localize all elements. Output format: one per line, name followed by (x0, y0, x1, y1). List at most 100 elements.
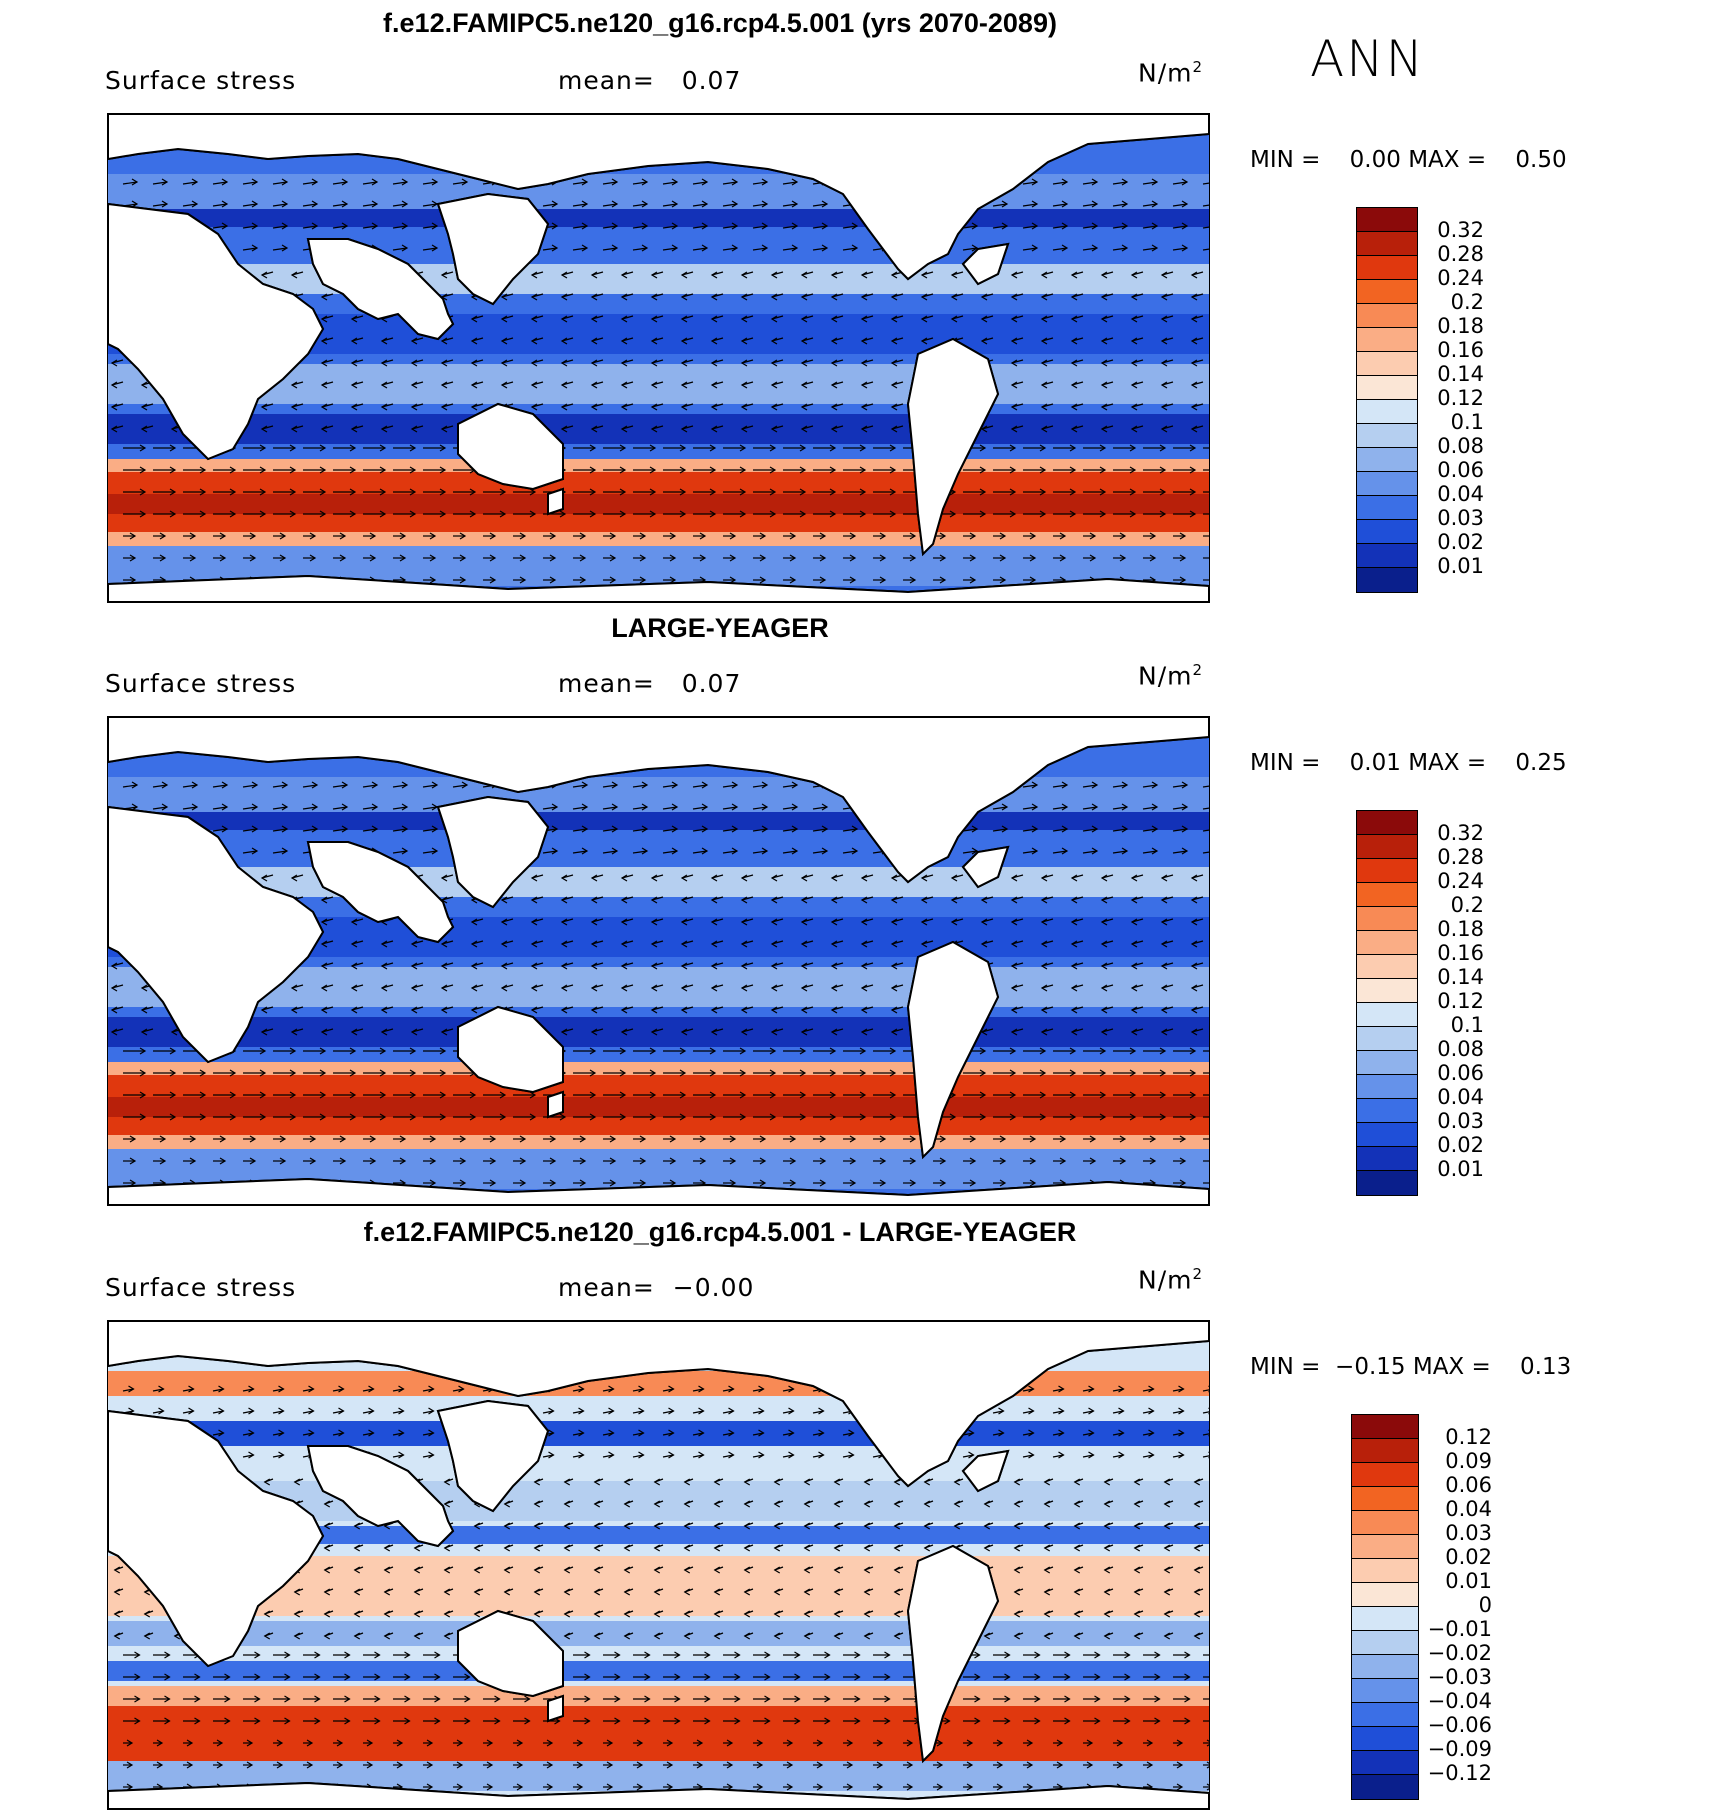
wind-arrow-head (1176, 1739, 1184, 1747)
wind-arrow-head (966, 1739, 974, 1747)
wind-arrow-head (260, 271, 268, 279)
wind-arrow-head (1070, 381, 1078, 389)
wind-arrow-head (139, 1113, 147, 1121)
wind-arrow-head (996, 1739, 1004, 1747)
stress-band (108, 1097, 1209, 1117)
wind-arrow-head (620, 918, 628, 926)
colorbar-tick-label: 0.06 (1445, 1473, 1492, 1497)
wind-arrow (662, 225, 678, 229)
wind-arrow-head (1121, 222, 1129, 230)
wind-arrow-head (260, 1006, 268, 1014)
wind-arrow (992, 806, 1008, 810)
wind-arrow-head (578, 1429, 585, 1437)
colorbar-swatch (1357, 424, 1417, 448)
wind-arrow-head (500, 359, 508, 367)
wind-arrow-head (710, 940, 718, 948)
wind-arrow-head (770, 359, 778, 367)
wind-arrow-head (309, 1135, 317, 1143)
wind-arrow-head (846, 1739, 854, 1747)
wind-arrow-head (758, 1385, 765, 1393)
wind-arrow-head (1031, 825, 1039, 833)
wind-arrow-head (1070, 425, 1078, 433)
wind-arrow-head (500, 984, 508, 992)
wind-arrow-head (1178, 1407, 1185, 1415)
wind-arrow-head (950, 315, 958, 323)
wind-arrow-head (1004, 1695, 1011, 1703)
colorbar-tick-label: −0.09 (1427, 1737, 1492, 1761)
wind-arrow-head (893, 1610, 901, 1618)
wind-arrow-head (251, 244, 259, 252)
wind-arrow-head (199, 488, 207, 496)
wind-arrow-head (709, 444, 717, 452)
wind-arrow-head (923, 1500, 931, 1508)
wind-arrow-head (638, 1429, 645, 1437)
wind-arrow (242, 806, 258, 810)
wind-arrow (422, 850, 438, 854)
wind-arrow-head (126, 1783, 134, 1791)
wind-arrow-head (1190, 896, 1198, 904)
wind-arrow-head (701, 847, 709, 855)
wind-arrow-head (1040, 1028, 1048, 1036)
land-outline (108, 574, 1209, 602)
wind-arrow-head (1069, 466, 1077, 474)
wind-arrow-head (379, 1091, 387, 1099)
wind-arrow-head (863, 1588, 871, 1596)
wind-arrow (1052, 1454, 1064, 1458)
wind-arrow-head (559, 1113, 567, 1121)
mean-value: −0.00 (672, 1273, 755, 1302)
wind-arrow-head (680, 315, 688, 323)
colorbar-swatch (1352, 1415, 1418, 1439)
wind-arrow (392, 225, 408, 229)
wind-arrow-head (1119, 532, 1127, 540)
wind-arrow-head (649, 444, 657, 452)
wind-arrow (212, 225, 228, 229)
wind-arrow-head (974, 1717, 981, 1725)
wind-arrow (722, 1388, 734, 1392)
wind-arrow-head (611, 803, 619, 811)
wind-arrow-head (773, 1632, 781, 1640)
wind-arrow-head (323, 1588, 331, 1596)
colorbar-tick-label: 0.24 (1437, 869, 1484, 893)
wind-arrow-head (161, 781, 169, 789)
wind-arrow-head (824, 1673, 831, 1681)
wind-arrow-head (434, 1695, 441, 1703)
wind-arrow-head (920, 315, 928, 323)
land-outline (547, 1090, 564, 1119)
wind-arrow (122, 784, 138, 788)
stress-band (108, 867, 1209, 897)
wind-arrow (1172, 247, 1188, 251)
wind-arrow (1112, 850, 1128, 854)
wind-arrow (332, 1410, 344, 1414)
wind-arrow-head (1146, 1761, 1154, 1769)
wind-arrow-head (859, 1091, 867, 1099)
wind-arrow-head (773, 1544, 781, 1552)
wind-arrow-head (756, 1739, 764, 1747)
wind-arrow-head (263, 1610, 271, 1618)
wind-arrow (1172, 1454, 1184, 1458)
wind-arrow-head (409, 1091, 417, 1099)
wind-arrow-head (459, 532, 467, 540)
wind-arrow-head (440, 940, 448, 948)
wind-arrow-head (653, 1588, 661, 1596)
wind-arrow-head (548, 1407, 555, 1415)
wind-arrow (452, 181, 468, 185)
wind-arrow-head (131, 178, 139, 186)
wind-arrow-head (470, 962, 478, 970)
wind-arrow-head (110, 1028, 118, 1036)
wind-arrow-head (1178, 1385, 1185, 1393)
wind-arrow (962, 247, 978, 251)
wind-arrow (632, 181, 648, 185)
wind-arrow-head (350, 403, 358, 411)
wind-arrow (302, 203, 318, 207)
wind-arrow-head (770, 425, 778, 433)
wind-arrow (272, 1410, 284, 1414)
wind-arrow-head (350, 940, 358, 948)
wind-arrow-head (680, 337, 688, 345)
wind-arrow-head (169, 1113, 177, 1121)
wind-arrow-head (431, 222, 439, 230)
wind-arrow-head (533, 1588, 541, 1596)
wind-arrow-head (979, 510, 987, 518)
wind-arrow-head (860, 984, 868, 992)
wind-arrow-head (860, 1028, 868, 1036)
wind-arrow-head (770, 271, 778, 279)
